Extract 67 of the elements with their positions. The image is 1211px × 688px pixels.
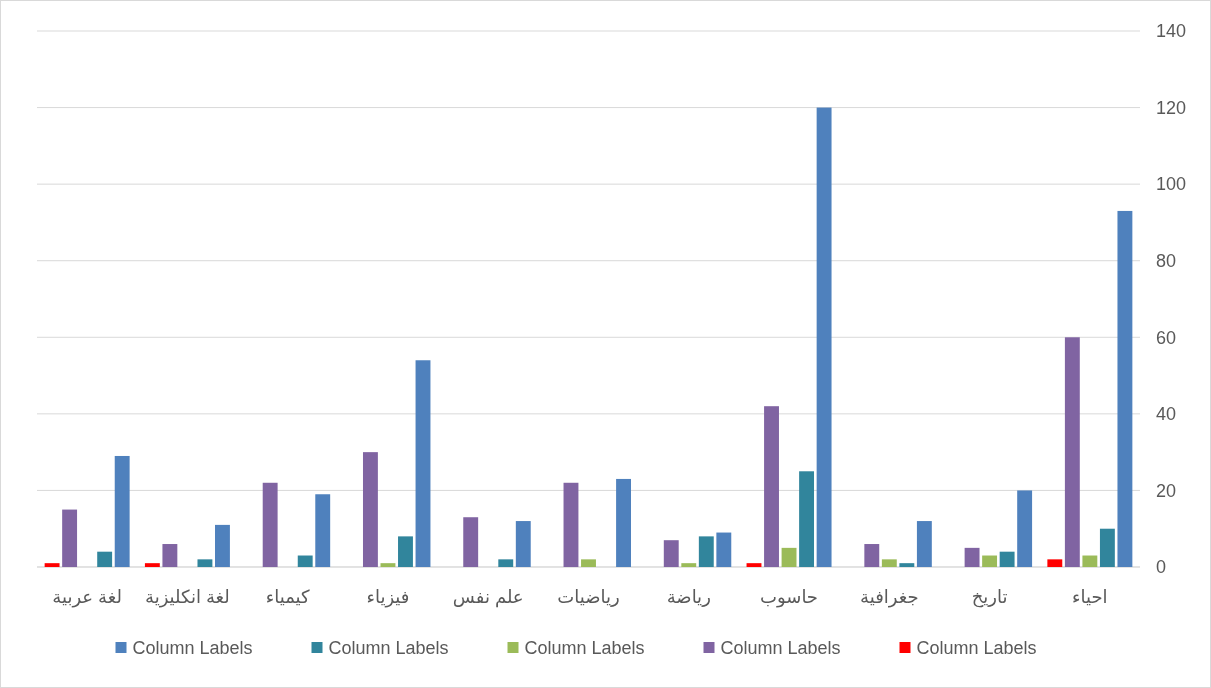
x-tick-label: فيزياء bbox=[366, 587, 410, 608]
bar bbox=[1064, 337, 1080, 567]
bar bbox=[1047, 559, 1063, 567]
legend-label: Column Labels bbox=[132, 637, 253, 658]
bar bbox=[1117, 210, 1133, 567]
x-tick-label: لغة عربية bbox=[52, 587, 122, 608]
x-tick-label: كيمياء bbox=[265, 587, 310, 607]
bar bbox=[415, 360, 431, 567]
bar bbox=[663, 540, 679, 567]
y-tick-label: 0 bbox=[1156, 557, 1167, 578]
bar bbox=[44, 563, 60, 567]
bar bbox=[746, 563, 762, 567]
legend-label: Column Labels bbox=[328, 637, 449, 658]
x-tick-label: رياضيات bbox=[557, 587, 620, 607]
bar bbox=[262, 482, 278, 567]
x-tick-label: علم نفس bbox=[452, 587, 524, 608]
bar bbox=[816, 107, 832, 567]
bar bbox=[581, 559, 596, 567]
bar bbox=[781, 547, 797, 567]
bar bbox=[899, 563, 915, 567]
legend-label: Column Labels bbox=[916, 637, 1037, 658]
x-tick-label: احياء bbox=[1072, 587, 1108, 607]
y-tick-label: 140 bbox=[1156, 21, 1187, 42]
bar bbox=[144, 563, 160, 567]
x-tick-label: لغة انكليزية bbox=[145, 587, 230, 608]
bar bbox=[498, 559, 514, 567]
y-tick-label: 20 bbox=[1156, 480, 1177, 501]
bar bbox=[62, 509, 78, 567]
x-tick-label: رياضة bbox=[666, 587, 711, 607]
bar bbox=[215, 524, 230, 567]
bar bbox=[463, 517, 479, 567]
y-tick-label: 40 bbox=[1156, 404, 1177, 425]
bar bbox=[764, 406, 779, 567]
x-tick-label: تاريخ bbox=[971, 587, 1008, 608]
bar bbox=[362, 452, 378, 567]
bar bbox=[616, 478, 631, 567]
bar bbox=[97, 551, 113, 567]
bar bbox=[1099, 528, 1115, 567]
legend-label: Column Labels bbox=[524, 637, 645, 658]
bar bbox=[716, 532, 732, 567]
bar bbox=[964, 547, 980, 567]
bar bbox=[515, 521, 531, 567]
bar bbox=[197, 559, 213, 567]
y-tick-label: 80 bbox=[1156, 251, 1177, 272]
bar bbox=[1017, 490, 1033, 567]
y-tick-label: 60 bbox=[1156, 327, 1177, 348]
bar bbox=[799, 471, 815, 567]
bar bbox=[380, 563, 396, 567]
legend-label: Column Labels bbox=[720, 637, 841, 658]
x-tick-label: حاسوب bbox=[760, 587, 819, 608]
bar bbox=[563, 482, 579, 567]
bar bbox=[881, 559, 897, 567]
y-tick-label: 100 bbox=[1156, 174, 1187, 195]
bar bbox=[681, 563, 697, 567]
bar bbox=[698, 536, 714, 567]
x-tick-label: جغرافية bbox=[860, 587, 919, 608]
bar bbox=[864, 544, 880, 567]
bar bbox=[982, 555, 998, 567]
bar bbox=[114, 455, 130, 567]
y-tick-label: 120 bbox=[1156, 97, 1187, 118]
bar bbox=[315, 494, 331, 567]
bar bbox=[398, 536, 413, 567]
bar bbox=[1082, 555, 1098, 567]
bar bbox=[297, 555, 313, 567]
bar bbox=[999, 551, 1015, 567]
bar bbox=[916, 521, 932, 567]
bar bbox=[162, 544, 178, 567]
